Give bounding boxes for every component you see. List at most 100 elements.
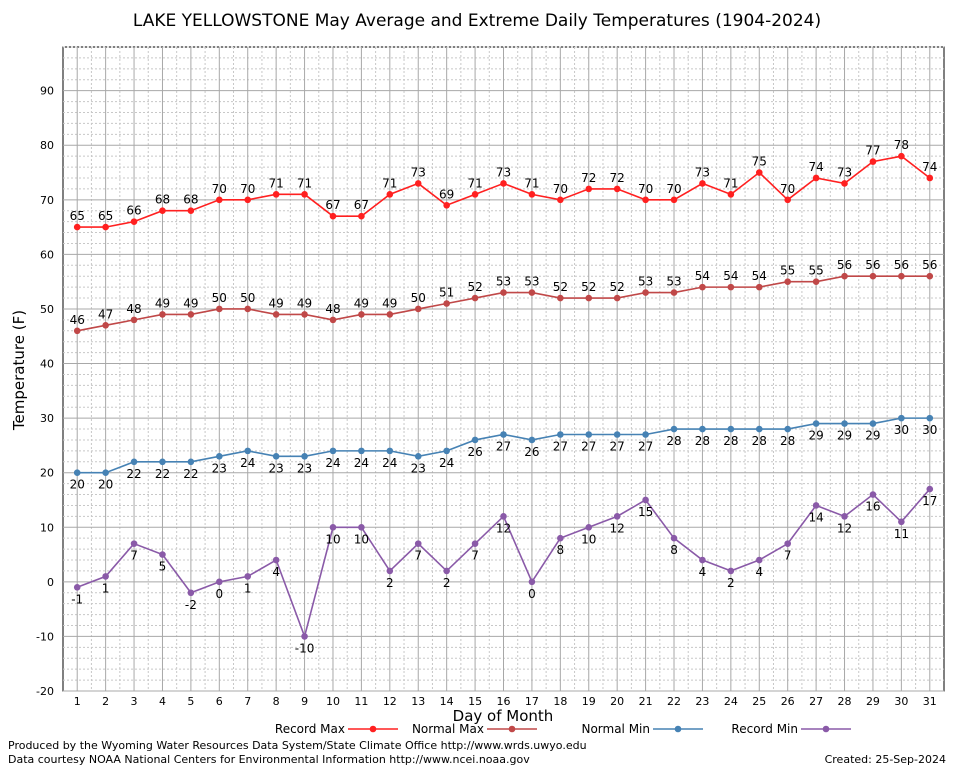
data-point-record-max (926, 174, 934, 182)
data-point-normal-min (557, 431, 564, 438)
data-label-normal-max: 52 (610, 280, 625, 294)
data-point-record-min (216, 578, 223, 586)
data-point-record-max (159, 207, 166, 215)
data-point-record-min (159, 551, 166, 558)
data-label-normal-min: 24 (354, 456, 369, 470)
data-label-normal-max: 49 (155, 296, 170, 310)
data-point-normal-min (102, 469, 109, 476)
data-point-record-min (926, 485, 934, 493)
data-label-normal-max: 52 (467, 280, 482, 294)
data-point-record-max (500, 180, 507, 187)
data-point-normal-max (670, 289, 678, 296)
data-point-normal-max (500, 289, 507, 296)
data-point-normal-min (301, 453, 308, 460)
data-label-normal-min: 22 (155, 467, 170, 481)
data-label-record-min: -1 (71, 592, 83, 606)
data-point-normal-max (471, 294, 479, 302)
data-label-record-min: 7 (471, 549, 479, 563)
data-label-record-min: -10 (295, 641, 315, 655)
data-label-normal-max: 48 (325, 302, 340, 316)
y-tick-label: 70 (40, 194, 54, 207)
x-tick-label: 17 (525, 695, 539, 708)
data-point-normal-min (471, 436, 479, 444)
data-label-normal-min: 20 (98, 478, 113, 492)
data-point-normal-min (699, 425, 706, 433)
data-label-record-min: -2 (185, 598, 197, 612)
x-tick-label: 22 (667, 695, 681, 708)
data-label-record-max: 73 (411, 165, 426, 179)
data-label-record-min: 2 (386, 576, 394, 590)
data-label-record-max: 74 (922, 160, 937, 174)
data-label-record-max: 78 (894, 138, 909, 152)
data-label-record-min: 0 (215, 587, 223, 601)
series-normal-min (73, 414, 934, 476)
x-tick-label: 19 (582, 695, 596, 708)
y-tick-label: 60 (40, 248, 54, 261)
legend-item-normal-max: Normal Max (412, 722, 537, 736)
data-label-record-max: 70 (666, 182, 681, 196)
data-point-record-min (187, 589, 195, 597)
data-label-record-max: 71 (524, 176, 539, 190)
y-axis-label: Temperature (F) (10, 310, 28, 431)
data-point-normal-min (216, 453, 223, 460)
x-tick-label: 23 (695, 695, 709, 708)
data-point-record-min (557, 534, 564, 542)
data-point-normal-max (414, 305, 422, 313)
data-label-normal-max: 53 (496, 275, 511, 289)
legend: Record Max Normal Max Normal Min Record Min (275, 722, 851, 736)
data-point-record-max (613, 185, 621, 193)
data-point-normal-min (358, 447, 365, 455)
y-tick-label: 30 (40, 412, 54, 425)
data-label-normal-max: 49 (297, 296, 312, 310)
data-point-record-min (443, 567, 450, 575)
data-label-normal-min: 27 (638, 439, 653, 453)
x-tick-label: 9 (301, 695, 308, 708)
data-point-record-min (784, 540, 791, 547)
data-point-normal-max (130, 316, 138, 324)
x-tick-label: 7 (244, 695, 251, 708)
data-label-normal-min: 30 (894, 423, 909, 437)
x-tick-label: 15 (468, 695, 482, 708)
data-label-normal-max: 56 (922, 258, 937, 272)
data-label-normal-max: 53 (524, 275, 539, 289)
data-label-record-max: 70 (780, 182, 795, 196)
data-point-normal-min (585, 431, 593, 438)
data-point-normal-max (585, 294, 593, 302)
x-tick-label: 28 (838, 695, 852, 708)
data-label-normal-min: 26 (524, 445, 539, 459)
data-label-normal-max: 47 (98, 307, 113, 321)
data-point-record-min (73, 584, 81, 591)
x-tick-label: 18 (553, 695, 567, 708)
data-point-record-max (216, 196, 223, 204)
data-point-record-min (727, 567, 735, 575)
data-point-normal-min (272, 453, 280, 460)
y-tick-label: -20 (36, 685, 54, 698)
data-point-record-max (869, 158, 877, 165)
data-label-record-max: 68 (183, 193, 198, 207)
data-point-record-max (130, 218, 138, 225)
x-tick-label: 6 (216, 695, 223, 708)
data-label-normal-min: 28 (752, 434, 767, 448)
legend-marker (674, 725, 682, 733)
data-label-normal-min: 27 (553, 439, 568, 453)
data-point-record-min (585, 523, 593, 531)
data-point-normal-min (244, 447, 252, 455)
data-point-record-max (272, 191, 280, 198)
data-point-record-max (244, 196, 252, 204)
data-label-record-max: 70 (553, 182, 568, 196)
data-point-normal-min (443, 447, 450, 455)
data-label-record-min: 8 (557, 543, 565, 557)
data-label-normal-min: 29 (865, 429, 880, 443)
data-label-record-min: 2 (443, 576, 451, 590)
data-label-record-min: 7 (784, 549, 792, 563)
legend-label: Normal Max (412, 722, 484, 736)
data-point-record-max (727, 191, 735, 198)
data-label-normal-max: 55 (808, 264, 823, 278)
data-label-record-min: 0 (528, 587, 536, 601)
x-tick-label: 16 (497, 695, 511, 708)
x-tick-label: 30 (894, 695, 908, 708)
x-tick-label: 11 (354, 695, 368, 708)
data-label-normal-min: 22 (183, 467, 198, 481)
data-point-normal-max (216, 305, 223, 313)
data-point-normal-min (500, 431, 507, 438)
